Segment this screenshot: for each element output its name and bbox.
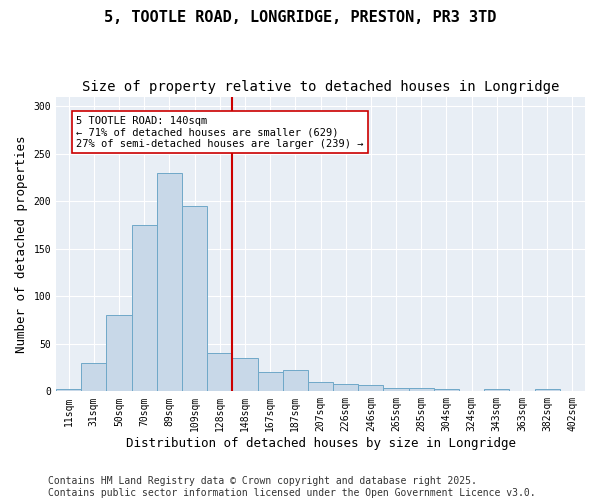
X-axis label: Distribution of detached houses by size in Longridge: Distribution of detached houses by size … xyxy=(125,437,515,450)
Bar xyxy=(81,363,106,392)
Bar xyxy=(131,225,157,392)
Bar xyxy=(182,206,207,392)
Text: Contains HM Land Registry data © Crown copyright and database right 2025.
Contai: Contains HM Land Registry data © Crown c… xyxy=(48,476,536,498)
Text: 5, TOOTLE ROAD, LONGRIDGE, PRESTON, PR3 3TD: 5, TOOTLE ROAD, LONGRIDGE, PRESTON, PR3 … xyxy=(104,10,496,25)
Bar xyxy=(333,384,358,392)
Bar xyxy=(358,384,383,392)
Bar xyxy=(207,354,232,392)
Bar xyxy=(383,388,409,392)
Bar xyxy=(157,172,182,392)
Bar xyxy=(308,382,333,392)
Bar xyxy=(56,390,81,392)
Bar xyxy=(257,372,283,392)
Title: Size of property relative to detached houses in Longridge: Size of property relative to detached ho… xyxy=(82,80,559,94)
Bar xyxy=(409,388,434,392)
Bar xyxy=(106,316,131,392)
Bar xyxy=(434,390,459,392)
Bar xyxy=(535,390,560,392)
Text: 5 TOOTLE ROAD: 140sqm
← 71% of detached houses are smaller (629)
27% of semi-det: 5 TOOTLE ROAD: 140sqm ← 71% of detached … xyxy=(76,116,364,149)
Bar xyxy=(484,390,509,392)
Bar xyxy=(232,358,257,392)
Bar xyxy=(283,370,308,392)
Y-axis label: Number of detached properties: Number of detached properties xyxy=(15,135,28,352)
